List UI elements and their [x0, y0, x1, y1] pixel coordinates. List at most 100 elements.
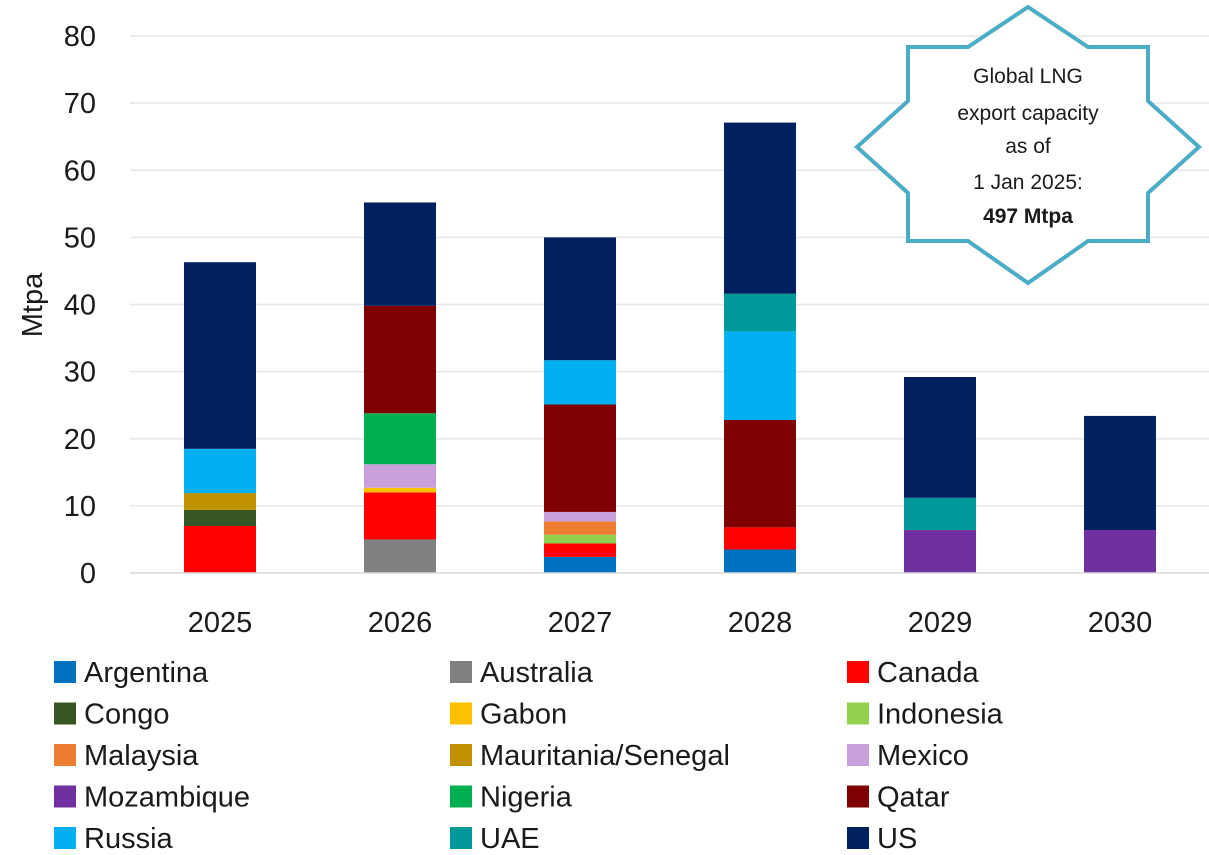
bar-2028-russia — [724, 331, 796, 420]
legend-swatch-indonesia — [847, 702, 869, 725]
legend-label-congo: Congo — [84, 699, 169, 731]
legend-label-mozambique: Mozambique — [84, 782, 250, 814]
legend-swatch-mozambique — [54, 785, 76, 808]
legend-swatch-congo — [54, 702, 76, 725]
y-tick-label-0: 0 — [80, 558, 96, 590]
x-tick-label-2030: 2030 — [1088, 607, 1153, 639]
bar-2027-mexico — [544, 511, 616, 522]
legend-swatch-nigeria — [450, 785, 472, 808]
y-tick-label-60: 60 — [64, 155, 96, 187]
bar-2027-indonesia — [544, 534, 616, 544]
x-axis-ticks: 2025 2026 2027 2028 2029 2030 — [188, 607, 1153, 639]
bar-stack-2029 — [904, 376, 976, 573]
bar-2028-uae — [724, 293, 796, 332]
bar-2027-malaysia — [544, 521, 616, 535]
callout-starburst — [854, 4, 1202, 286]
bar-2026-gabon — [364, 487, 436, 493]
bar-2029-uae — [904, 497, 976, 531]
bar-2027-russia — [544, 360, 616, 405]
legend-item-russia: Russia — [54, 823, 174, 855]
bar-2026-canada — [364, 492, 436, 540]
gridlines — [130, 35, 1209, 507]
bar-2025-us — [184, 262, 256, 449]
legend: Argentina Australia Canada Congo Gabon Indone… — [54, 657, 1004, 855]
legend-item-qatar: Qatar — [847, 782, 950, 814]
bar-2025-congo — [184, 509, 256, 527]
bar-2030-mozambique — [1084, 530, 1156, 573]
callout-total: 497 Mtpa — [983, 205, 1073, 228]
legend-item-argentina: Argentina — [54, 657, 209, 689]
legend-swatch-qatar — [847, 785, 869, 808]
legend-label-canada: Canada — [877, 657, 979, 689]
bar-2027-canada — [544, 543, 616, 557]
bar-2026-mexico — [364, 464, 436, 488]
legend-swatch-us — [847, 827, 869, 849]
x-tick-label-2025: 2025 — [188, 607, 253, 639]
legend-label-uae: UAE — [480, 823, 540, 855]
x-tick-label-2026: 2026 — [368, 607, 433, 639]
bar-2027-qatar — [544, 404, 616, 512]
x-tick-label-2027: 2027 — [548, 607, 613, 639]
legend-label-australia: Australia — [480, 657, 594, 689]
legend-item-congo: Congo — [54, 699, 169, 731]
capacity-callout: Global LNG export capacity as of 1 Jan 2… — [854, 4, 1202, 286]
legend-item-malaysia: Malaysia — [54, 740, 199, 772]
y-tick-label-10: 10 — [64, 491, 96, 523]
legend-swatch-argentina — [54, 661, 76, 683]
legend-swatch-malaysia — [54, 744, 76, 766]
legend-swatch-gabon — [450, 702, 472, 725]
legend-label-mauritania-senegal: Mauritania/Senegal — [480, 740, 730, 772]
bar-2027-argentina — [544, 556, 616, 573]
x-tick-label-2028: 2028 — [728, 607, 793, 639]
callout-line-2: export capacity — [957, 102, 1099, 125]
bar-2029-mozambique — [904, 530, 976, 573]
bar-2025-canada — [184, 526, 256, 573]
y-tick-label-20: 20 — [64, 424, 96, 456]
bar-2029-us — [904, 376, 976, 498]
y-tick-label-30: 30 — [64, 357, 96, 389]
bar-2030-us — [1084, 415, 1156, 531]
legend-item-gabon: Gabon — [450, 699, 567, 731]
legend-label-gabon: Gabon — [480, 699, 567, 731]
bar-2028-us — [724, 122, 796, 294]
bar-2028-argentina — [724, 549, 796, 573]
y-tick-label-70: 70 — [64, 88, 96, 120]
callout-line-1: Global LNG — [973, 65, 1083, 88]
legend-label-nigeria: Nigeria — [480, 782, 573, 814]
legend-item-mozambique: Mozambique — [54, 782, 250, 814]
bar-2028-canada — [724, 527, 796, 550]
legend-label-indonesia: Indonesia — [877, 699, 1004, 731]
legend-label-argentina: Argentina — [84, 657, 209, 689]
bars — [184, 122, 1156, 573]
legend-swatch-mexico — [847, 744, 869, 766]
bar-2028-qatar — [724, 419, 796, 528]
legend-item-mauritania-senegal: Mauritania/Senegal — [450, 740, 730, 772]
bar-stack-2025 — [184, 262, 256, 573]
callout-line-3: as of — [1005, 135, 1051, 158]
bar-2026-us — [364, 202, 436, 306]
bar-stack-2026 — [364, 202, 436, 573]
bar-2025-mauritania-senegal — [184, 493, 256, 510]
bar-stack-2030 — [1084, 415, 1156, 573]
legend-label-russia: Russia — [84, 823, 174, 855]
y-axis-ticks: 0 10 20 30 40 50 60 70 80 — [64, 21, 96, 590]
bar-stack-2027 — [544, 237, 616, 573]
legend-label-mexico: Mexico — [877, 740, 969, 772]
legend-item-australia: Australia — [450, 657, 594, 689]
legend-swatch-canada — [847, 661, 869, 683]
bar-stack-2028 — [724, 122, 796, 573]
legend-label-malaysia: Malaysia — [84, 740, 199, 772]
y-tick-label-80: 80 — [64, 21, 96, 53]
legend-item-mexico: Mexico — [847, 740, 969, 772]
legend-label-qatar: Qatar — [877, 782, 950, 814]
legend-item-uae: UAE — [450, 823, 540, 855]
bar-2025-russia — [184, 448, 256, 494]
callout-line-4: 1 Jan 2025: — [973, 171, 1083, 194]
bar-2026-australia — [364, 539, 436, 573]
bar-2026-nigeria — [364, 413, 436, 465]
y-tick-label-50: 50 — [64, 222, 96, 254]
legend-swatch-uae — [450, 827, 472, 849]
bar-2027-us — [544, 237, 616, 361]
y-axis-title: Mtpa — [17, 272, 49, 337]
legend-item-indonesia: Indonesia — [847, 699, 1004, 731]
